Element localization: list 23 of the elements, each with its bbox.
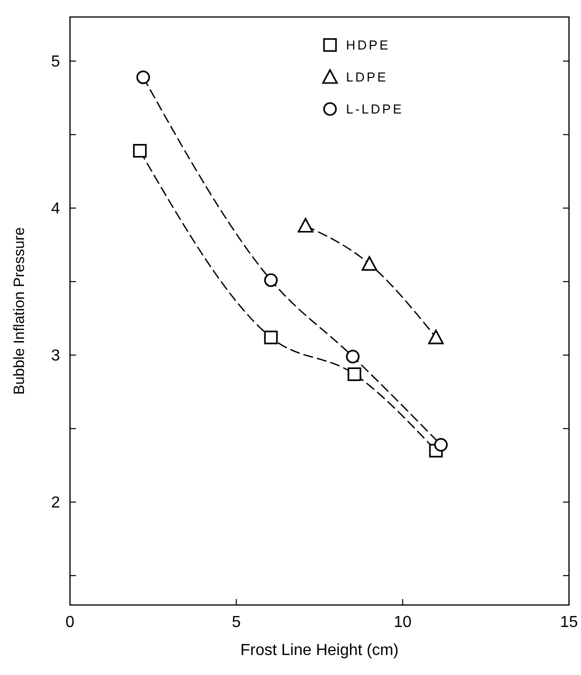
- point: [298, 218, 314, 233]
- point: [133, 144, 147, 158]
- x-tick-label: 15: [560, 614, 578, 631]
- point: [428, 330, 444, 344]
- y-axis-title: Bubble Inflation Pressure: [11, 227, 28, 395]
- y-tick-label: 3: [51, 348, 60, 365]
- point: [346, 350, 360, 364]
- x-tick-label: 5: [232, 614, 241, 631]
- legend-label: HDPE: [346, 38, 390, 53]
- point: [264, 273, 278, 287]
- y-tick-label: 5: [51, 54, 60, 71]
- point: [434, 438, 448, 452]
- x-tick-label: 10: [394, 614, 412, 631]
- legend-label: LDPE: [346, 70, 388, 85]
- point: [136, 70, 150, 84]
- y-tick-label: 2: [51, 494, 60, 512]
- legend-label: L-LDPE: [346, 102, 404, 117]
- x-tick-label: 0: [66, 614, 75, 631]
- point: [264, 330, 278, 344]
- point: [348, 367, 362, 382]
- y-tick-label: 4: [51, 200, 60, 218]
- x-axis-title: Frost Line Height (cm): [240, 642, 399, 659]
- point: [362, 256, 378, 271]
